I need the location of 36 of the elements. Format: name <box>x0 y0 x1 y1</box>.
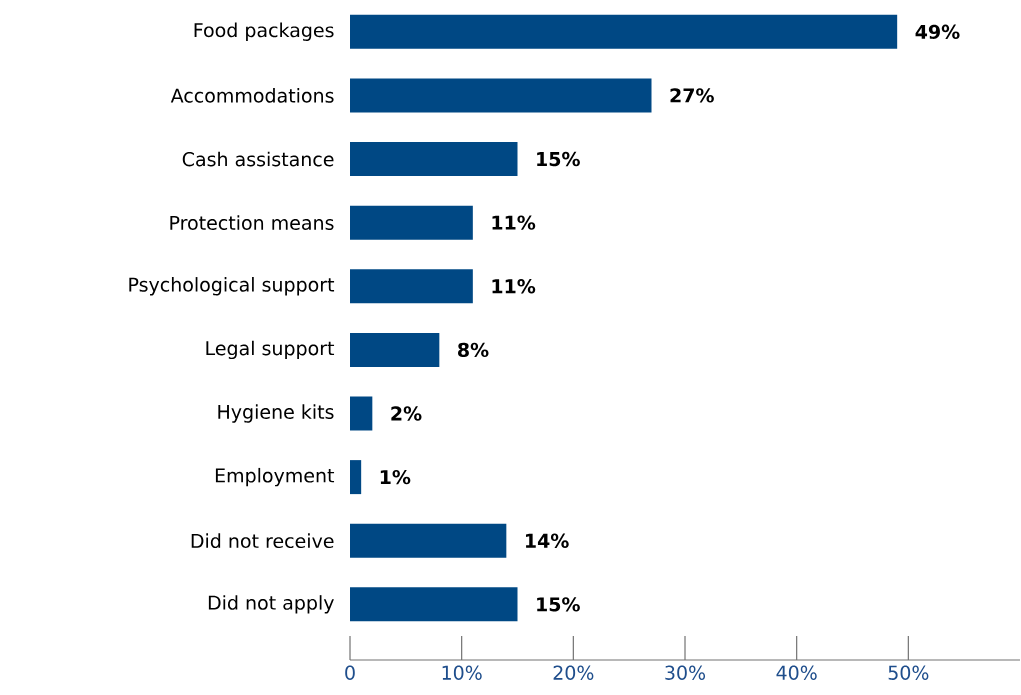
x-tick-label: 40% <box>776 665 817 680</box>
bar <box>350 396 373 431</box>
bar <box>350 460 362 495</box>
data-label: 15% <box>537 151 580 167</box>
x-tick-label: 20% <box>553 665 594 680</box>
data-label: 27% <box>670 88 714 103</box>
x-tick-label: 10% <box>442 665 482 680</box>
y-tick-label: Accommodations <box>170 88 334 103</box>
bar <box>350 587 518 622</box>
data-label: 2% <box>391 406 422 421</box>
x-tick-label: 0 <box>345 665 355 680</box>
data-label: 1% <box>380 469 411 485</box>
bar <box>350 142 518 177</box>
data-label: 14% <box>526 533 569 548</box>
data-label: 15% <box>537 597 580 612</box>
data-label: 11% <box>492 215 536 230</box>
y-tick-label: Employment <box>215 467 335 487</box>
bar <box>350 14 898 49</box>
y-tick-label: Did not receive <box>191 533 334 549</box>
y-tick-label: Did not apply <box>208 595 334 614</box>
y-tick-label: Psychological support <box>129 277 335 296</box>
x-tick-label: 50% <box>888 665 929 680</box>
y-tick-label: Food packages <box>194 22 334 41</box>
bar <box>350 269 473 304</box>
x-tick-label: 30% <box>665 665 706 680</box>
bar <box>350 523 507 558</box>
data-label: 49% <box>915 24 960 39</box>
bar <box>350 332 440 367</box>
bar <box>350 78 652 113</box>
bar <box>350 205 473 240</box>
y-tick-label: Cash assistance <box>182 151 334 167</box>
y-tick-label: Hygiene kits <box>218 404 334 423</box>
data-label: 11% <box>492 279 536 294</box>
y-tick-label: Legal support <box>206 340 335 360</box>
data-label: 8% <box>458 342 489 358</box>
y-tick-label: Protection means <box>170 215 334 230</box>
